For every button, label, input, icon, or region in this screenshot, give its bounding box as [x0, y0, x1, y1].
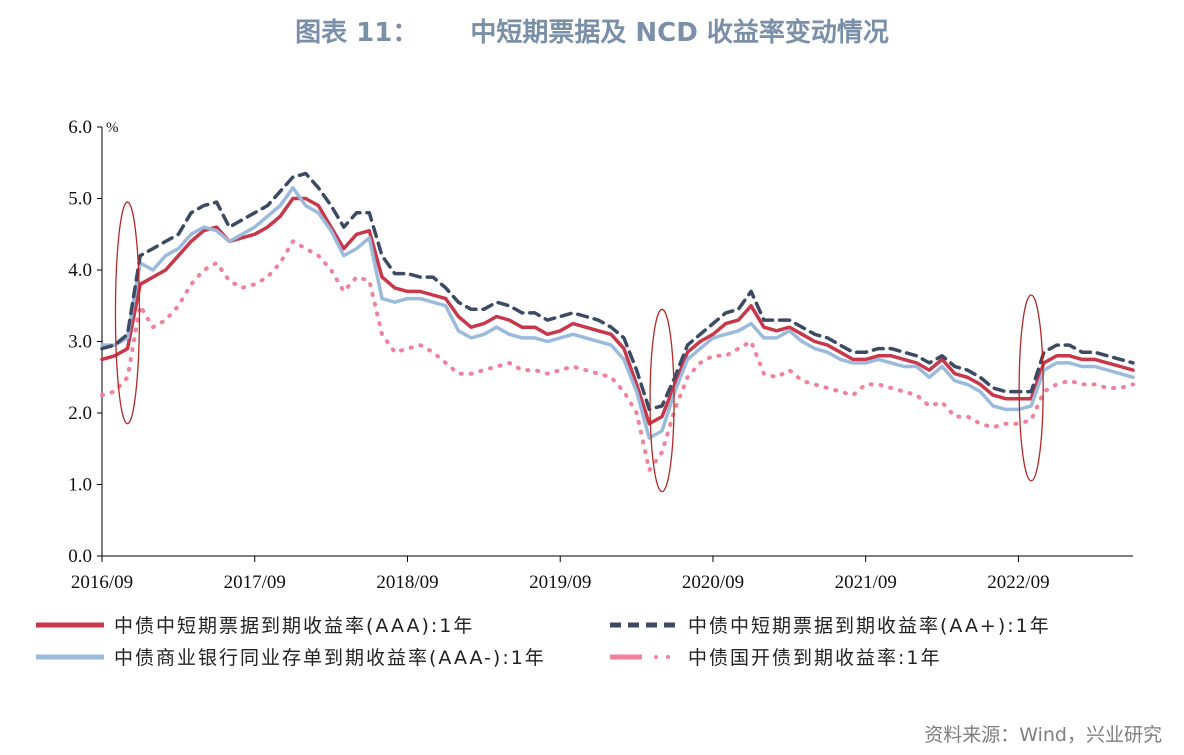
y-unit-label: %: [106, 120, 119, 136]
highlight-ellipse-1: [114, 201, 141, 425]
highlight-ellipse-3: [1018, 294, 1044, 482]
series-line-aaplus: [100, 171, 1135, 412]
y-tick-label: 0.0: [68, 546, 92, 567]
series-layer: [100, 171, 1135, 473]
series-line-ncd: [100, 186, 1135, 440]
figure-title: 中短期票据及 NCD 收益率变动情况: [470, 18, 889, 48]
figure-label: 图表 11：: [295, 18, 419, 48]
chart-title: 图表 11： 中短期票据及 NCD 收益率变动情况: [0, 12, 1184, 49]
x-tick-label: 2016/09: [71, 572, 133, 593]
x-tick-label: 2017/09: [224, 572, 286, 593]
annotation-layer: [114, 201, 1044, 493]
y-tick-label: 5.0: [68, 189, 92, 210]
y-tick-label: 3.0: [68, 332, 92, 353]
x-tick-label: 2020/09: [682, 572, 744, 593]
chart-axes: 0.0 1.0 2.0 3.0 4.0 5.0 6.0 % 2016/09 2017/09 2018…: [68, 117, 1133, 593]
x-tick-label: 2022/09: [987, 572, 1049, 593]
highlight-ellipse-2: [649, 308, 675, 493]
series-line-aaa: [100, 196, 1135, 426]
y-tick-label: 2.0: [68, 403, 92, 424]
x-tick-label: 2019/09: [529, 572, 591, 593]
y-tick-label: 4.0: [68, 260, 92, 281]
x-tick-label: 2021/09: [835, 572, 897, 593]
y-tick-label: 1.0: [68, 475, 92, 496]
y-tick-label: 6.0: [68, 117, 92, 138]
x-tick-label: 2018/09: [376, 572, 438, 593]
series-line-cdb: [100, 239, 1135, 473]
source-note: 资料来源：Wind，兴业研究: [924, 724, 1162, 746]
